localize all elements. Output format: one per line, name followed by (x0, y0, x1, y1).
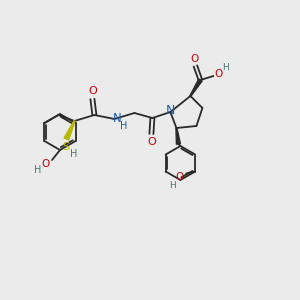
Polygon shape (64, 121, 75, 140)
Text: S: S (62, 142, 69, 152)
Text: O: O (88, 86, 97, 96)
Text: N: N (113, 112, 122, 124)
Text: H: H (169, 181, 175, 190)
Text: O: O (214, 69, 223, 79)
Text: H: H (70, 149, 77, 159)
Text: O: O (175, 172, 183, 182)
Text: O: O (147, 137, 156, 147)
Text: O: O (190, 54, 199, 64)
Text: H: H (222, 64, 229, 73)
Polygon shape (190, 79, 202, 96)
Text: O: O (42, 159, 50, 169)
Text: H: H (34, 165, 42, 175)
Text: H: H (120, 121, 127, 131)
Polygon shape (176, 128, 180, 144)
Text: N: N (166, 104, 175, 118)
